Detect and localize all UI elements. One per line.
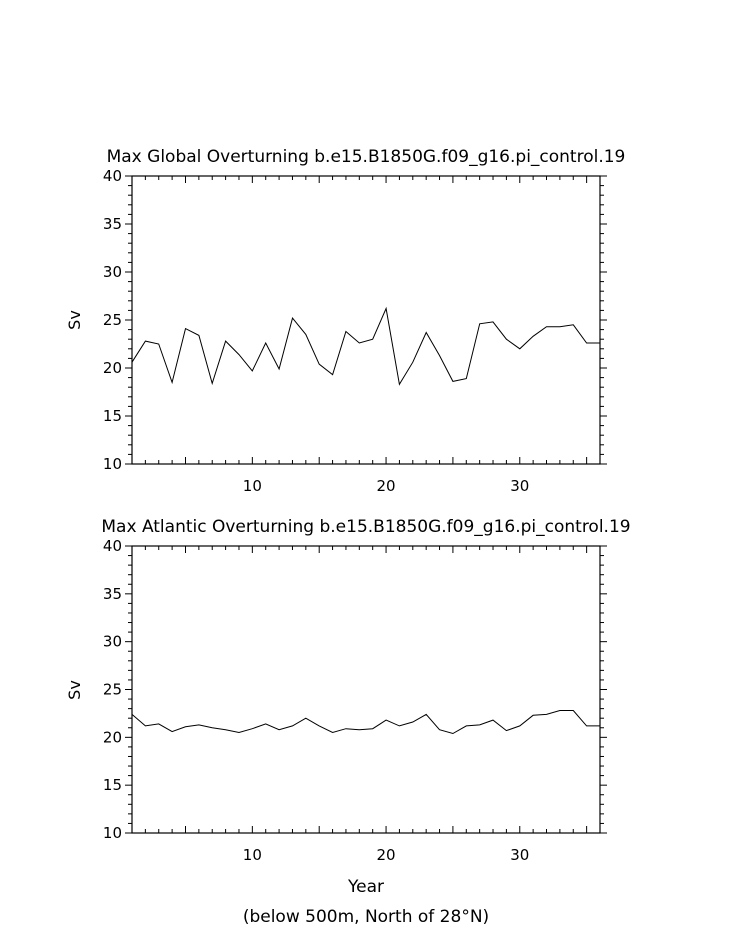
- y-tick-label: 30: [103, 633, 122, 651]
- y-tick-label: 40: [103, 537, 122, 555]
- atlantic-y-axis-label: Sv: [65, 680, 84, 700]
- global-ticks: [125, 175, 607, 465]
- atlantic-overturning-line: [131, 710, 600, 735]
- y-tick-label: 40: [103, 167, 122, 185]
- x-tick-label: 20: [377, 846, 396, 864]
- y-tick-label: 20: [103, 359, 122, 377]
- x-tick-label: 30: [510, 477, 529, 495]
- y-tick-label: 20: [103, 728, 122, 746]
- atlantic-x-tick-labels: 10 20 30: [243, 846, 530, 864]
- y-tick-label: 15: [103, 407, 122, 425]
- atlantic-ticks: [125, 545, 607, 834]
- y-tick-label: 25: [103, 681, 122, 699]
- y-tick-label: 10: [103, 824, 122, 842]
- x-tick-label: 20: [377, 477, 396, 495]
- y-tick-label: 10: [103, 455, 122, 473]
- global-y-axis-label: Sv: [65, 310, 84, 330]
- global-overturning-title: Max Global Overturning b.e15.B1850G.f09_…: [107, 147, 626, 167]
- x-axis-label: Year: [347, 877, 384, 897]
- atlantic-overturning-title: Max Atlantic Overturning b.e15.B1850G.f0…: [101, 517, 630, 537]
- global-overturning-panel: Max Global Overturning b.e15.B1850G.f09_…: [65, 147, 625, 495]
- global-x-tick-labels: 10 20 30: [243, 477, 530, 495]
- y-tick-label: 30: [103, 263, 122, 281]
- y-tick-label: 15: [103, 776, 122, 794]
- x-tick-label: 10: [243, 846, 262, 864]
- x-tick-label: 30: [510, 846, 529, 864]
- atlantic-plot-frame: [131, 545, 601, 834]
- global-overturning-line: [131, 306, 600, 386]
- y-tick-label: 35: [103, 215, 122, 233]
- y-tick-label: 35: [103, 585, 122, 603]
- global-plot-frame: [131, 175, 601, 465]
- x-tick-label: 10: [243, 477, 262, 495]
- atlantic-subtitle: (below 500m, North of 28°N): [243, 907, 489, 927]
- global-y-tick-labels: 10 15 20 25 30 35 40: [103, 167, 122, 473]
- atlantic-overturning-panel: Max Atlantic Overturning b.e15.B1850G.f0…: [65, 517, 631, 927]
- y-tick-label: 25: [103, 311, 122, 329]
- atlantic-y-tick-labels: 10 15 20 25 30 35 40: [103, 537, 122, 842]
